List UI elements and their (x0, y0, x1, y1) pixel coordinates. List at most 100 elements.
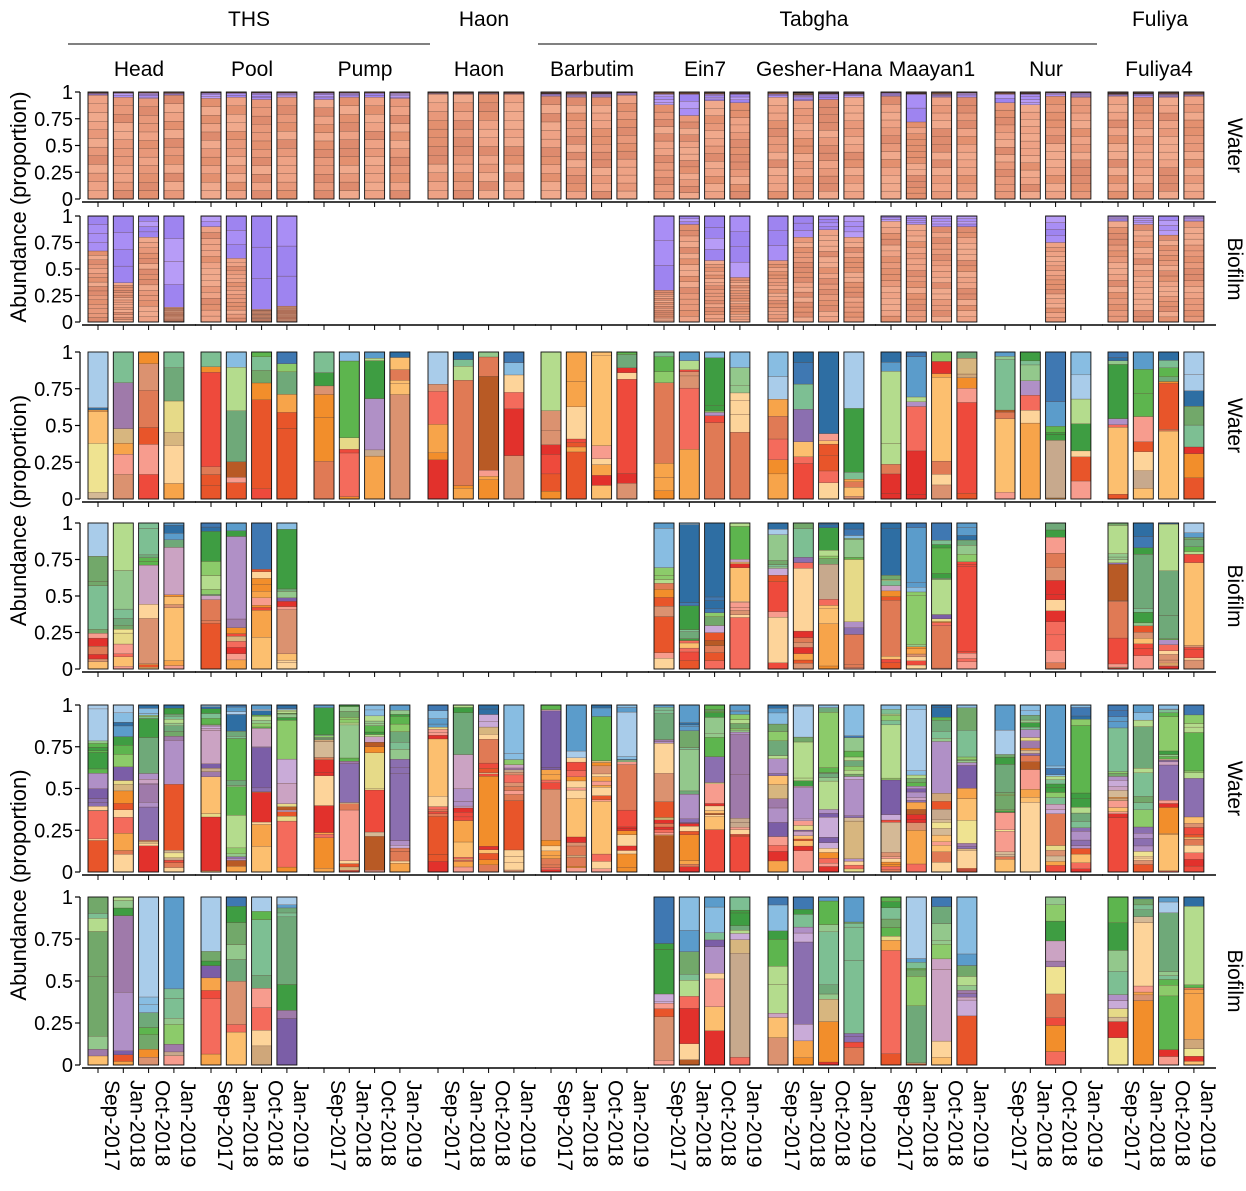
bar-outline (905, 522, 927, 670)
bar-segment (793, 557, 814, 563)
bar-segment (1070, 120, 1092, 129)
bar-segment (566, 144, 587, 153)
bar-segment (163, 316, 185, 318)
bar-segment (1070, 95, 1092, 97)
bar-outline (1045, 704, 1067, 873)
bar-segment (793, 316, 814, 323)
bar-segment (994, 764, 1016, 793)
bar-segment (704, 652, 725, 661)
bar-segment (138, 252, 159, 259)
y-tick-label: 0.25 (34, 452, 73, 474)
bar-segment (704, 264, 725, 268)
bar-segment (704, 973, 725, 980)
x-tick-label: Oct-2018 (831, 1080, 854, 1166)
bar-segment (931, 969, 952, 1042)
bar-segment (880, 244, 902, 252)
bar-segment (1070, 831, 1092, 841)
bar-segment (138, 718, 159, 738)
bar-segment (1045, 434, 1066, 441)
bar-segment (679, 230, 700, 237)
bar-segment (1183, 262, 1205, 269)
bar-segment (427, 424, 449, 453)
bar-segment (906, 958, 927, 963)
bar-segment (251, 215, 272, 248)
bar-segment (1020, 155, 1041, 163)
bar-segment (843, 756, 865, 761)
bar-outline (678, 896, 700, 1066)
bar-segment (729, 835, 751, 837)
bar-segment (1158, 250, 1179, 256)
bar-segment (843, 735, 865, 738)
bar-segment (1183, 987, 1205, 990)
y-tick-label: 0 (62, 659, 73, 681)
bar-segment (616, 834, 638, 847)
bar-segment (389, 742, 411, 750)
bar-segment (880, 280, 902, 287)
bar-segment (818, 289, 839, 296)
x-tick-label: Oct-2018 (604, 1080, 627, 1166)
bar-segment (453, 861, 474, 868)
bar-segment (729, 287, 751, 291)
bar-segment (906, 527, 927, 583)
bar-outline (1045, 522, 1067, 670)
bar-segment (87, 752, 109, 770)
bar-segment (653, 102, 675, 105)
bar-segment (251, 571, 272, 579)
bar-segment (200, 485, 222, 500)
bar-segment (200, 561, 222, 576)
bar-segment (843, 621, 865, 628)
bar-outline (767, 704, 789, 873)
bar-segment (818, 482, 839, 500)
bar-segment (200, 977, 222, 991)
bar-outline (678, 215, 700, 323)
bar-segment (453, 102, 474, 112)
bar-segment (591, 464, 612, 476)
bar-segment (540, 709, 562, 712)
bar-segment (793, 262, 814, 268)
bar-segment (1107, 268, 1129, 275)
bar-segment (880, 238, 902, 246)
bar-segment (478, 772, 499, 775)
bar-segment (591, 485, 612, 500)
bar-segment (364, 725, 385, 733)
bar-segment (956, 522, 978, 528)
bar-segment (1183, 984, 1205, 988)
bar-segment (1045, 242, 1066, 248)
bar-outline (338, 351, 360, 500)
bar-segment (1107, 418, 1129, 425)
bar-segment (478, 734, 499, 740)
bar-segment (591, 716, 612, 761)
bar-segment (956, 756, 978, 760)
bar-segment (1183, 989, 1205, 994)
bar-segment (1070, 191, 1092, 200)
bar-segment (818, 623, 839, 667)
bar-segment (767, 473, 789, 500)
bar-segment (653, 826, 675, 830)
bar-segment (1158, 803, 1179, 808)
bar-segment (931, 731, 952, 739)
bar-segment (389, 716, 411, 725)
bar-segment (679, 275, 700, 282)
location-label-barbutim: Barbutim (550, 58, 634, 81)
bar-segment (704, 632, 725, 641)
bar-segment (566, 175, 587, 184)
bar-segment (566, 866, 587, 868)
bar-segment (226, 181, 247, 191)
bar-segment (653, 477, 675, 491)
bar-segment (1133, 264, 1154, 271)
bar-segment (1107, 1021, 1129, 1038)
bar-segment (251, 182, 272, 191)
bar-segment (729, 308, 751, 312)
bar-segment (653, 351, 675, 357)
bar-segment (389, 95, 411, 98)
bar-segment (793, 145, 814, 154)
bar-segment (1107, 1008, 1129, 1018)
bar-outline (503, 91, 525, 200)
bar-segment (251, 716, 272, 721)
bar-segment (1045, 1051, 1066, 1066)
bar-segment (313, 92, 335, 95)
bar-segment (994, 831, 1016, 852)
bar-segment (1133, 253, 1154, 260)
bar-segment (767, 712, 789, 725)
bar-segment (880, 720, 902, 726)
